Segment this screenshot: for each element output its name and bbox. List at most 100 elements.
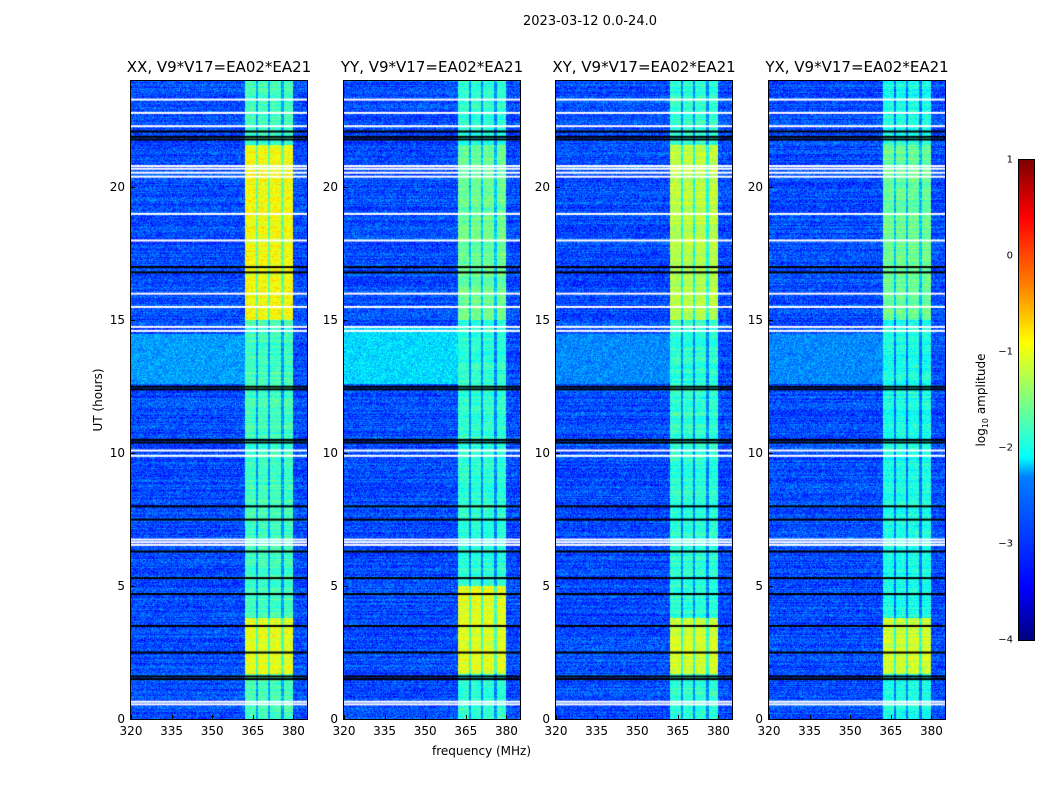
y-tick-label: 20 [322, 180, 338, 195]
colorbar-tick-label: −1 [998, 346, 1013, 358]
x-axis-label: frequency (MHz) [432, 744, 532, 758]
x-tick-label: 350 [838, 724, 862, 738]
figure-suptitle: 2023-03-12 0.0-24.0 [523, 14, 657, 29]
colorbar-tick-label: −3 [998, 538, 1013, 550]
x-tick-label: 365 [241, 724, 265, 738]
colorbar-tick-label: 0 [1006, 250, 1013, 262]
x-tick-mark [425, 715, 427, 719]
x-tick-mark [809, 715, 811, 719]
y-tick-mark [556, 187, 560, 189]
x-tick-label: 380 [282, 724, 305, 738]
y-tick-label: 5 [117, 579, 125, 594]
x-tick-label: 365 [666, 724, 690, 738]
x-tick-mark [131, 715, 132, 719]
spectrogram-heatmap [131, 81, 307, 719]
colorbar-label: log10 amplitude [974, 354, 990, 447]
x-tick-label: 320 [119, 724, 143, 738]
y-tick-label: 0 [755, 712, 763, 726]
spectrogram-panel-xx [130, 80, 308, 720]
y-tick-mark [131, 320, 135, 322]
y-tick-label: 20 [534, 180, 550, 195]
y-tick-label: 10 [322, 446, 338, 461]
y-tick-mark [131, 586, 135, 588]
x-tick-label: 320 [544, 724, 568, 738]
y-tick-mark [556, 719, 560, 720]
x-tick-label: 335 [585, 724, 609, 738]
x-tick-mark [769, 715, 770, 719]
y-tick-mark [556, 320, 560, 322]
y-tick-label: 15 [534, 313, 550, 328]
x-tick-mark [931, 715, 933, 719]
y-tick-mark [344, 453, 348, 455]
spectrogram-heatmap [344, 81, 520, 719]
colorbar-label-tail: amplitude [973, 353, 988, 418]
colorbar-tick-label: 1 [1006, 154, 1013, 166]
y-tick-mark [769, 586, 773, 588]
y-tick-mark [556, 586, 560, 588]
x-tick-label: 365 [879, 724, 903, 738]
y-tick-label: 15 [109, 313, 125, 328]
x-tick-label: 335 [373, 724, 397, 738]
spectrogram-panel-yy [343, 80, 521, 720]
y-tick-mark [344, 320, 348, 322]
spectrogram-panel-yx [768, 80, 946, 720]
x-tick-mark [850, 715, 852, 719]
y-tick-label: 20 [109, 180, 125, 195]
y-tick-mark [769, 187, 773, 189]
y-tick-mark [131, 719, 135, 720]
y-tick-label: 0 [117, 712, 125, 726]
spectrogram-heatmap [556, 81, 732, 719]
x-tick-label: 335 [160, 724, 184, 738]
x-tick-label: 350 [413, 724, 437, 738]
x-tick-label: 380 [495, 724, 518, 738]
x-tick-label: 320 [332, 724, 356, 738]
y-tick-label: 15 [322, 313, 338, 328]
y-tick-mark [131, 453, 135, 455]
y-tick-label: 10 [747, 446, 763, 461]
y-tick-label: 0 [330, 712, 338, 726]
x-tick-mark [252, 715, 254, 719]
y-tick-label: 20 [747, 180, 763, 195]
y-tick-label: 5 [755, 579, 763, 594]
x-tick-mark [718, 715, 720, 719]
y-tick-label: 5 [330, 579, 338, 594]
y-tick-label: 5 [542, 579, 550, 594]
y-tick-label: 15 [747, 313, 763, 328]
y-tick-mark [344, 586, 348, 588]
x-tick-label: 365 [454, 724, 478, 738]
colorbar-label-sub: 10 [981, 417, 991, 429]
x-tick-mark [677, 715, 679, 719]
y-tick-mark [769, 719, 773, 720]
y-tick-mark [769, 320, 773, 322]
y-tick-mark [769, 453, 773, 455]
y-tick-mark [344, 719, 348, 720]
spectrogram-heatmap [769, 81, 945, 719]
colorbar-label-log: log [973, 428, 988, 447]
x-tick-label: 335 [798, 724, 822, 738]
x-tick-mark [384, 715, 386, 719]
y-axis-label: UT (hours) [91, 368, 105, 432]
colorbar [1018, 159, 1035, 641]
colorbar-tick-label: −2 [998, 442, 1013, 454]
x-tick-mark [212, 715, 214, 719]
x-tick-mark [506, 715, 508, 719]
x-tick-mark [596, 715, 598, 719]
x-tick-label: 380 [920, 724, 943, 738]
y-tick-mark [344, 187, 348, 189]
colorbar-tick-label: −4 [998, 634, 1013, 646]
panel-title: YX, V9*V17=EA02*EA21 [765, 58, 949, 76]
panel-title: XY, V9*V17=EA02*EA21 [552, 58, 736, 76]
x-tick-mark [293, 715, 295, 719]
y-tick-label: 0 [542, 712, 550, 726]
x-tick-label: 350 [200, 724, 224, 738]
x-tick-mark [344, 715, 345, 719]
x-tick-mark [637, 715, 639, 719]
y-tick-mark [131, 187, 135, 189]
panel-title: YY, V9*V17=EA02*EA21 [340, 58, 524, 76]
x-tick-label: 380 [707, 724, 730, 738]
x-tick-mark [171, 715, 173, 719]
spectrogram-panel-xy [555, 80, 733, 720]
y-tick-label: 10 [534, 446, 550, 461]
y-tick-mark [556, 453, 560, 455]
